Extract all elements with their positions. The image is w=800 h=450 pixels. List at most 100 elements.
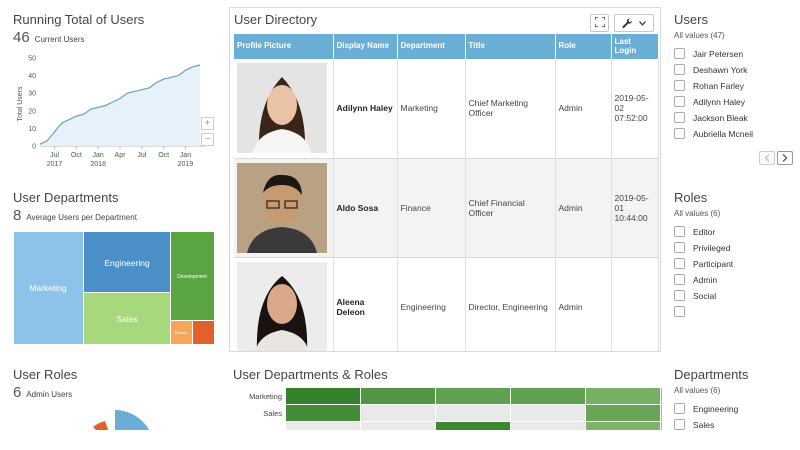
heatmap-cell[interactable] bbox=[661, 422, 662, 430]
heatmap-cell[interactable] bbox=[361, 405, 435, 421]
heatmap-cell[interactable] bbox=[361, 388, 435, 404]
checkbox[interactable] bbox=[674, 403, 685, 414]
column-header-profile-picture[interactable]: Profile Picture bbox=[234, 34, 334, 59]
heatmap-cell[interactable] bbox=[286, 422, 360, 430]
treemap-cell-marketing[interactable] bbox=[14, 232, 83, 344]
checkbox[interactable] bbox=[674, 419, 685, 430]
column-header-department[interactable]: Department bbox=[397, 34, 466, 59]
table-row[interactable]: Aleena Deleon Engineering Director, Engi… bbox=[234, 257, 659, 351]
treemap-cell-sales[interactable] bbox=[84, 293, 170, 344]
roles-filter-item[interactable]: Privileged bbox=[674, 242, 730, 253]
users-filter-all-values[interactable]: All values (47) bbox=[674, 31, 725, 40]
running-total-chart[interactable]: Total Users 0 10 20 30 40 50 Jul 2017 Oct Jan 201… bbox=[0, 46, 220, 176]
heatmap-cell[interactable] bbox=[286, 405, 360, 421]
expand-button[interactable] bbox=[590, 14, 609, 32]
users-filter-item[interactable]: Jackson Bleak bbox=[674, 112, 748, 123]
users-filter-item[interactable]: Deshawn York bbox=[674, 64, 747, 75]
settings-menu-button[interactable] bbox=[614, 14, 654, 32]
y-axis-label: Total Users bbox=[17, 86, 24, 122]
column-header-last-login[interactable]: Last Login bbox=[611, 34, 659, 59]
users-filter-item[interactable]: Aubriella Mcneil bbox=[674, 128, 753, 139]
heatmap-cell[interactable] bbox=[586, 388, 660, 404]
department-cell: Finance bbox=[397, 158, 466, 258]
roles-filter-item[interactable]: Social bbox=[674, 290, 716, 301]
heatmap-cell[interactable] bbox=[436, 405, 510, 421]
table-row[interactable]: Adilynn Haley Marketing Chief Marketing … bbox=[234, 59, 659, 159]
table-row[interactable]: Aldo Sosa Finance Chief Financial Office… bbox=[234, 158, 659, 258]
heatmap-cell[interactable] bbox=[586, 405, 660, 421]
checkbox[interactable] bbox=[674, 274, 685, 285]
treemap-label-finance: Finance bbox=[175, 331, 188, 335]
checkbox[interactable] bbox=[674, 258, 685, 269]
checkbox[interactable] bbox=[674, 64, 685, 75]
users-prev-page-button[interactable] bbox=[759, 151, 775, 165]
heatmap-row-label: Marketing bbox=[249, 392, 282, 401]
checkbox[interactable] bbox=[674, 242, 685, 253]
roles-filter-all-values[interactable]: All values (6) bbox=[674, 209, 721, 218]
column-header-title[interactable]: Title bbox=[465, 34, 556, 59]
treemap-cell-finance[interactable] bbox=[171, 321, 192, 344]
checkbox[interactable] bbox=[674, 48, 685, 59]
roles-pie[interactable] bbox=[80, 405, 180, 430]
users-filter-item[interactable]: Jair Petersen bbox=[674, 48, 743, 59]
users-filter-title: Users bbox=[674, 12, 708, 27]
checkbox[interactable] bbox=[674, 290, 685, 301]
treemap-label-development: Development bbox=[177, 274, 207, 280]
user-directory-title: User Directory bbox=[234, 12, 318, 27]
heatmap-cell[interactable] bbox=[436, 388, 510, 404]
x-tick-label: Apr bbox=[115, 152, 127, 159]
profile-picture-cell bbox=[234, 59, 334, 159]
roles-filter-item[interactable]: Editor bbox=[674, 226, 715, 237]
zoom-out-button[interactable]: − bbox=[201, 133, 214, 146]
heatmap-cell[interactable] bbox=[661, 405, 662, 421]
chevron-right-icon bbox=[782, 149, 788, 167]
heatmap-cell[interactable] bbox=[286, 388, 360, 404]
treemap-cell-development[interactable] bbox=[171, 232, 214, 320]
checkbox[interactable] bbox=[674, 112, 685, 123]
heatmap-cell[interactable] bbox=[361, 422, 435, 430]
wrench-icon bbox=[622, 17, 633, 29]
users-filter-item[interactable]: Adilynn Haley bbox=[674, 96, 745, 107]
pie-slice-other[interactable] bbox=[93, 421, 115, 430]
departments-roles-heatmap[interactable]: Marketing Sales bbox=[232, 388, 662, 430]
heatmap-cell[interactable] bbox=[511, 405, 585, 421]
heatmap-cell[interactable] bbox=[586, 422, 660, 430]
treemap-cell-engineering[interactable] bbox=[84, 232, 170, 292]
running-total-kpi: 46 Current Users bbox=[13, 29, 84, 46]
zoom-in-button[interactable]: + bbox=[201, 117, 214, 130]
roles-title: User Roles bbox=[13, 367, 78, 382]
departments-treemap[interactable]: Marketing Engineering Sales Development … bbox=[14, 232, 214, 345]
user-directory-table: Profile Picture Display Name Department … bbox=[234, 34, 659, 351]
heatmap-cell[interactable] bbox=[661, 388, 662, 404]
users-next-page-button[interactable] bbox=[777, 151, 793, 165]
checkbox[interactable] bbox=[674, 80, 685, 91]
roles-count: 6 bbox=[13, 384, 22, 401]
checkbox[interactable] bbox=[674, 306, 685, 317]
roles-filter-item[interactable]: Participant bbox=[674, 258, 733, 269]
x-tick-year-label: 2017 bbox=[47, 161, 63, 168]
roles-filter-item[interactable]: Admin bbox=[674, 274, 717, 285]
checkbox[interactable] bbox=[674, 226, 685, 237]
user-directory-panel: User Directory Profile Picture Display N… bbox=[229, 7, 661, 352]
roles-filter-item[interactable] bbox=[674, 306, 693, 317]
checkbox[interactable] bbox=[674, 96, 685, 107]
treemap-cell-other[interactable] bbox=[193, 321, 214, 344]
display-name-cell: Aleena Deleon bbox=[333, 257, 398, 351]
department-cell: Engineering bbox=[397, 257, 466, 351]
column-header-role[interactable]: Role bbox=[555, 34, 612, 59]
departments-filter-item[interactable]: Sales bbox=[674, 419, 714, 430]
heatmap-cell[interactable] bbox=[436, 422, 510, 430]
heatmap-cell[interactable] bbox=[511, 388, 585, 404]
display-name-cell: Adilynn Haley bbox=[333, 59, 398, 159]
pie-slice-admin[interactable] bbox=[115, 410, 154, 430]
heatmap-cell[interactable] bbox=[511, 422, 585, 430]
departments-filter-item[interactable]: Engineering bbox=[674, 403, 738, 414]
x-tick-year-label: 2019 bbox=[178, 161, 194, 168]
departments-filter-all-values[interactable]: All values (6) bbox=[674, 386, 721, 395]
departments-filter-title: Departments bbox=[674, 367, 749, 382]
column-header-display-name[interactable]: Display Name bbox=[333, 34, 398, 59]
checkbox[interactable] bbox=[674, 128, 685, 139]
departments-title: User Departments bbox=[13, 190, 119, 205]
users-filter-item[interactable]: Rohan Farley bbox=[674, 80, 744, 91]
display-name-cell: Aldo Sosa bbox=[333, 158, 398, 258]
